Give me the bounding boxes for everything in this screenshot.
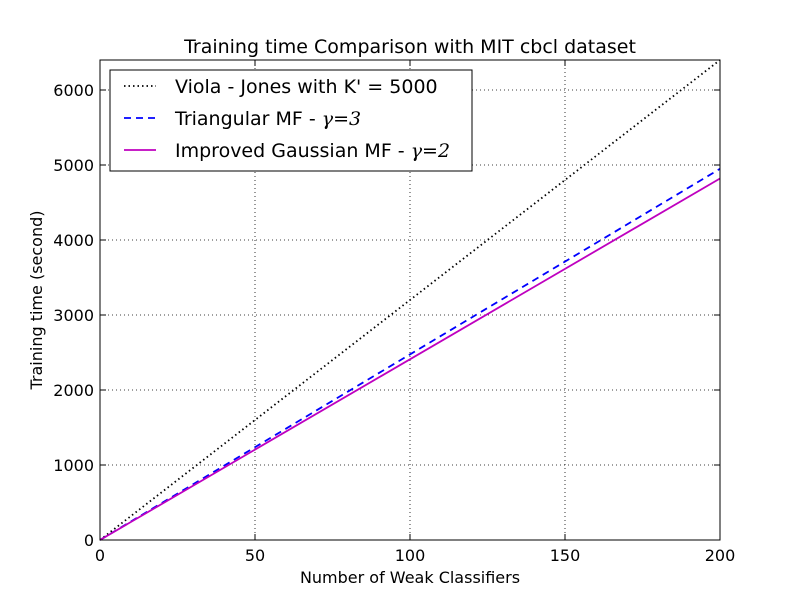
x-tick-label: 0 <box>95 546 105 565</box>
legend-label-1: Viola - Jones with K' = 5000 <box>175 76 438 98</box>
series-line-2 <box>99 168 721 541</box>
series-lines <box>99 59 721 541</box>
legend-label-3: Improved Gaussian MF - γ=2 <box>175 140 450 162</box>
y-axis-label: Training time (second) <box>27 211 46 391</box>
legend-box <box>109 69 473 172</box>
series-line-1 <box>99 59 721 541</box>
y-tick-label: 5000 <box>53 156 94 175</box>
legend-label-2: Triangular MF - γ=3 <box>174 108 361 130</box>
legend: Viola - Jones with K' = 5000 Triangular M… <box>109 69 473 172</box>
y-tick-label: 2000 <box>53 381 94 400</box>
x-tick-label: 100 <box>395 546 426 565</box>
y-tick-label: 0 <box>84 531 94 550</box>
x-tick-label: 200 <box>705 546 736 565</box>
y-tick-label: 1000 <box>53 456 94 475</box>
y-tick-label: 4000 <box>53 231 94 250</box>
chart-title: Training time Comparison with MIT cbcl d… <box>183 36 636 58</box>
x-tick-label: 150 <box>550 546 581 565</box>
x-axis-label: Number of Weak Classifiers <box>300 568 520 587</box>
y-tick-label: 3000 <box>53 306 94 325</box>
series-line-3 <box>99 177 721 541</box>
x-tick-label: 50 <box>245 546 265 565</box>
y-tick-label: 6000 <box>53 81 94 100</box>
